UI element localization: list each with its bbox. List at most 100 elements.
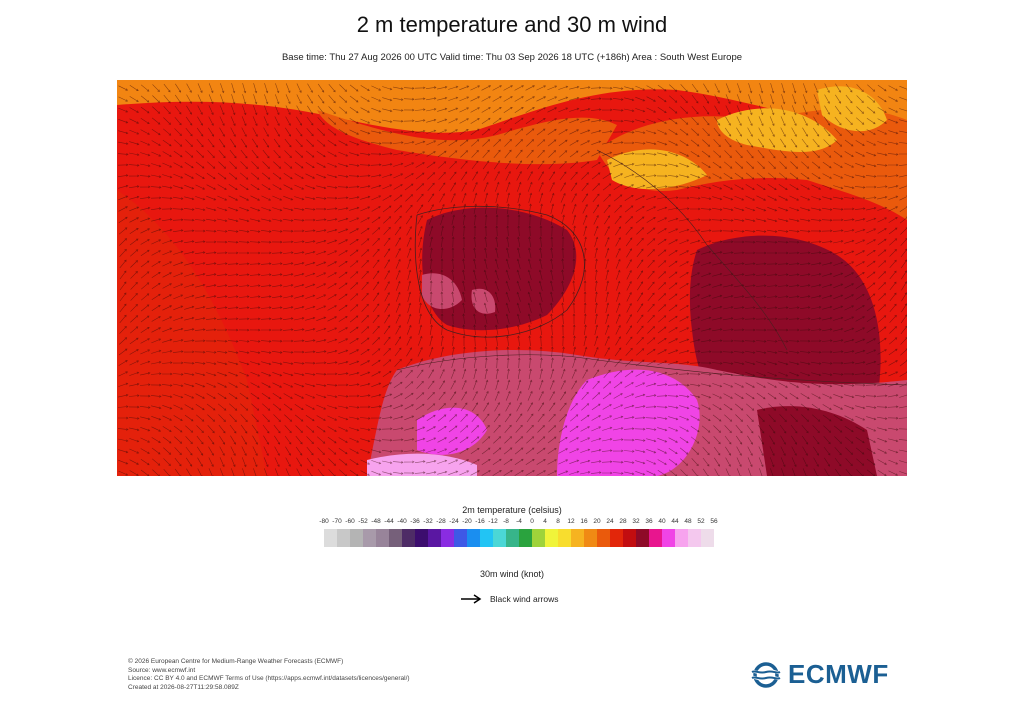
- wind-arrow: [539, 203, 543, 214]
- wind-arrow: [713, 436, 721, 445]
- wind-arrow: [562, 346, 565, 358]
- wind-arrow: [315, 361, 327, 365]
- wind-arrow: [613, 162, 624, 167]
- wind-arrow: [899, 216, 907, 224]
- wind-arrow: [822, 414, 832, 422]
- wind-arrow: [162, 250, 173, 256]
- wind-arrow: [605, 269, 610, 280]
- wind-arrow: [328, 458, 337, 466]
- wind-arrow: [472, 390, 478, 401]
- wind-arrow: [550, 335, 554, 347]
- wind-arrow: [495, 335, 498, 347]
- wind-arrow: [174, 94, 182, 104]
- wind-arrow: [812, 414, 821, 422]
- wind-arrow: [767, 184, 777, 190]
- wind-arrow: [406, 324, 412, 335]
- wind-arrow: [603, 193, 611, 202]
- wind-arrow: [591, 437, 602, 442]
- wind-arrow: [360, 438, 371, 443]
- arrow-right-icon: [461, 594, 482, 604]
- temperature-map[interactable]: [117, 80, 907, 476]
- wind-arrow: [495, 379, 500, 390]
- wind-arrow: [833, 394, 844, 399]
- wind-arrow: [349, 315, 359, 323]
- wind-arrow: [800, 240, 811, 244]
- wind-arrow: [514, 106, 524, 113]
- wind-arrow: [878, 315, 887, 323]
- wind-arrow: [824, 457, 831, 467]
- legend-tick-label: 4: [543, 518, 547, 525]
- wind-arrow: [888, 459, 899, 465]
- wind-arrow: [755, 317, 767, 321]
- wind-arrow: [560, 182, 566, 192]
- wind-arrow: [657, 427, 668, 432]
- wind-arrow: [770, 83, 775, 94]
- wind-arrow: [470, 447, 480, 455]
- wind-arrow: [844, 436, 854, 444]
- wind-arrow: [634, 416, 646, 420]
- wind-arrow: [689, 197, 701, 200]
- wind-arrow: [744, 273, 756, 276]
- wind-arrow: [472, 291, 477, 302]
- wind-arrow: [404, 141, 415, 145]
- wind-arrow: [758, 435, 764, 445]
- wind-arrow: [140, 196, 151, 199]
- wind-arrow: [151, 327, 162, 333]
- wind-arrow: [580, 161, 590, 169]
- wind-arrow: [525, 96, 535, 102]
- wind-arrow: [701, 162, 711, 168]
- alps-yellow-central: [717, 108, 837, 152]
- wind-arrow: [481, 470, 491, 476]
- wind-arrow: [877, 437, 888, 443]
- wind-arrow: [326, 207, 338, 211]
- wind-arrow: [238, 273, 250, 276]
- wind-arrow: [595, 280, 598, 292]
- wind-arrow: [635, 130, 646, 134]
- wind-arrow: [888, 118, 899, 124]
- wind-arrow: [745, 392, 755, 400]
- chart-title: 2 m temperature and 30 m wind: [356, 12, 668, 37]
- wind-arrow: [799, 251, 811, 255]
- wind-arrow: [526, 424, 534, 433]
- wind-arrow: [472, 181, 478, 192]
- wind-arrow: [462, 335, 466, 346]
- ecmwf-logo[interactable]: ECMWF: [748, 659, 889, 690]
- wind-arrow: [769, 435, 775, 445]
- wind-arrow: [526, 436, 535, 444]
- wind-arrow: [196, 150, 205, 158]
- wind-arrow: [360, 130, 371, 135]
- wind-arrow: [679, 394, 690, 398]
- wind-arrow: [218, 161, 227, 169]
- wind-arrow: [877, 427, 888, 432]
- wind-arrow: [128, 405, 140, 409]
- wind-arrow: [668, 469, 678, 476]
- wind-arrow: [758, 457, 764, 468]
- wind-arrow: [856, 95, 864, 104]
- wind-arrow: [418, 247, 423, 258]
- wind-arrow: [646, 371, 657, 377]
- wind-arrow: [151, 405, 162, 410]
- wind-arrow: [208, 468, 214, 476]
- wind-arrow: [173, 383, 184, 387]
- wind-arrow: [624, 86, 635, 91]
- wind-arrow: [898, 142, 907, 144]
- wind-arrow: [282, 317, 294, 320]
- wind-arrow: [833, 240, 844, 244]
- wind-arrow: [647, 314, 655, 323]
- wind-arrow: [800, 306, 811, 309]
- wind-arrow: [528, 236, 531, 248]
- wind-arrow: [483, 291, 488, 302]
- wind-arrow: [283, 361, 294, 365]
- wind-arrow: [679, 128, 689, 136]
- wind-arrow: [249, 295, 261, 298]
- alps-yellow-west: [607, 149, 707, 190]
- wind-arrow: [822, 173, 832, 179]
- wind-arrow: [173, 294, 184, 300]
- wind-arrow: [495, 236, 498, 247]
- wind-arrow: [593, 358, 599, 368]
- wind-arrow: [550, 368, 555, 379]
- wind-arrow: [119, 248, 127, 257]
- wind-arrow: [646, 382, 657, 387]
- wind-arrow: [615, 237, 621, 247]
- wind-arrow: [580, 151, 590, 157]
